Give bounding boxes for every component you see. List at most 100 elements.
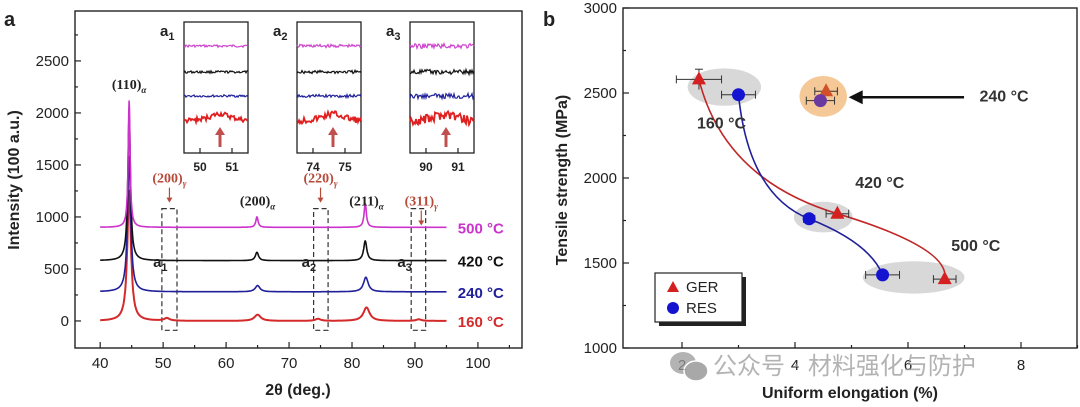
- panel-a-curves: [99, 100, 448, 322]
- watermark: 公众号 · 材料强化与防护: [670, 352, 976, 382]
- annotation-label: 240 °C: [980, 89, 1030, 106]
- panel-a-peak-labels: (110)α(200)γ(200)α(220)γ(211)α (311)γa1 a2…: [112, 78, 438, 274]
- arrowhead-icon: [215, 127, 225, 135]
- y-tick-label: 2000: [36, 105, 69, 122]
- y-tick-label: 1000: [36, 209, 69, 226]
- arrowhead-icon: [317, 197, 324, 203]
- fit-curve-ger: [698, 79, 946, 280]
- temperature-label: 240 °C: [458, 285, 504, 302]
- xrd-curve-420: [99, 114, 447, 262]
- panel-a-temperature-labels: 160 °C 240 °C 420 °C 500 °C: [458, 220, 504, 331]
- arrowhead-icon: [441, 127, 451, 135]
- region-label-a1: a1: [153, 254, 167, 274]
- xrd-curve-500: [99, 100, 447, 229]
- inset-trace: [183, 93, 249, 99]
- xrd-curve-240: [99, 155, 447, 293]
- inset-trace: [296, 68, 362, 75]
- inset-frame: [409, 21, 475, 154]
- panel-b-annotations: 160 °C 420 °C 500 °C 240 °C: [697, 89, 1029, 256]
- data-point-ger: [814, 83, 838, 97]
- circle-marker: [876, 268, 890, 282]
- circle-marker: [813, 94, 827, 108]
- y-tick-label: 500: [44, 261, 69, 278]
- inset-label: a2: [273, 23, 287, 43]
- region-label-a3: a3: [397, 254, 411, 274]
- annotation-label: 500 °C: [951, 238, 1001, 255]
- arrowhead-icon: [418, 220, 425, 226]
- highlight-region-420: [793, 201, 853, 233]
- panel-b-x-axis-label: Uniform elongation (%): [762, 385, 938, 402]
- xrd-curve-160: [99, 189, 448, 322]
- circle-marker: [732, 88, 745, 102]
- y-tick-label: 1000: [584, 340, 617, 357]
- inset-trace: [409, 67, 475, 77]
- inset-trace: [409, 41, 475, 51]
- inset-label: a3: [386, 23, 400, 43]
- temperature-label: 420 °C: [458, 254, 504, 271]
- inset-a1: a1 50 51: [160, 21, 249, 174]
- inset-a3: a3 90 91: [386, 21, 475, 174]
- wechat-icon: [670, 352, 709, 382]
- data-point-ger: [932, 271, 957, 285]
- y-tick-label: 2000: [584, 170, 617, 187]
- panel-b-data-points: [675, 68, 957, 285]
- y-tick-label: 3000: [584, 0, 617, 17]
- peak-label: (311)γ: [405, 195, 439, 212]
- y-tick-label: 0: [61, 313, 69, 330]
- inset-frame: [296, 21, 362, 154]
- peak-label: (211)α: [349, 195, 385, 212]
- inset-trace: [296, 43, 362, 49]
- triangle-marker: [937, 271, 952, 285]
- data-point-res: [865, 268, 901, 282]
- y-tick-label: 2500: [584, 85, 617, 102]
- watermark-text: 公众号 · 材料强化与防护: [713, 352, 976, 380]
- data-point-res: [721, 88, 756, 102]
- y-tick-label: 1500: [36, 157, 69, 174]
- x-tick-label: 100: [465, 355, 490, 372]
- arrowhead-icon: [166, 197, 173, 203]
- inset-tick-label: 90: [419, 160, 433, 174]
- inset-trace: [183, 43, 249, 49]
- panel-b-label: b: [543, 9, 555, 31]
- dashed-box-a3: [410, 208, 427, 331]
- data-point-ger: [825, 205, 850, 219]
- inset-trace: [296, 108, 362, 126]
- inset-frame: [183, 21, 249, 154]
- panel-a-y-ticks: 0 500 1000 1500 2000 2500: [36, 34, 81, 330]
- panel-a-xrd-chart: a 40 50 60 70 80 90 100 0 500 1000 1500 2000 2500 2…: [4, 9, 523, 399]
- annotation-label: 420 °C: [855, 175, 905, 192]
- dashed-box-a1: [161, 208, 178, 331]
- legend-ger-marker: [667, 281, 679, 292]
- panel-b-y-axis-label: Tensile strength (MPa): [554, 95, 571, 265]
- inset-trace: [183, 69, 248, 75]
- peak-label: (200)α: [240, 195, 276, 212]
- peak-label: (220)γ: [303, 172, 337, 189]
- triangle-marker: [830, 205, 845, 219]
- x-tick-label: 40: [92, 355, 109, 372]
- peak-label: (200)γ: [152, 172, 186, 189]
- panel-a-insets: a1 50 51 a2 74 75 a3 90 91: [160, 21, 475, 174]
- panel-a-x-ticks: 40 50 60 70 80 90 100: [92, 342, 511, 372]
- temperature-label: 160 °C: [458, 314, 504, 331]
- annotation-label: 160 °C: [697, 116, 747, 133]
- inset-tick-label: 91: [451, 160, 465, 174]
- arrowhead-icon: [328, 127, 338, 135]
- x-tick-label: 6: [904, 357, 912, 374]
- highlight-region-500: [862, 261, 965, 294]
- data-point-res: [802, 212, 816, 226]
- inset-trace: [296, 92, 362, 100]
- x-tick-label: 60: [218, 355, 235, 372]
- left-arrow-icon: [848, 90, 863, 105]
- legend-box: [654, 272, 743, 323]
- x-tick-label: 80: [344, 355, 361, 372]
- dashed-box-a2: [313, 208, 329, 331]
- panel-b-legend: GER RES: [654, 272, 746, 326]
- x-tick-label: 50: [155, 355, 172, 372]
- panel-a-label: a: [4, 9, 16, 31]
- x-tick-label: 90: [407, 355, 424, 372]
- inset-trace: [183, 110, 249, 126]
- panel-a-plot-frame: [74, 10, 523, 349]
- triangle-marker: [819, 83, 834, 97]
